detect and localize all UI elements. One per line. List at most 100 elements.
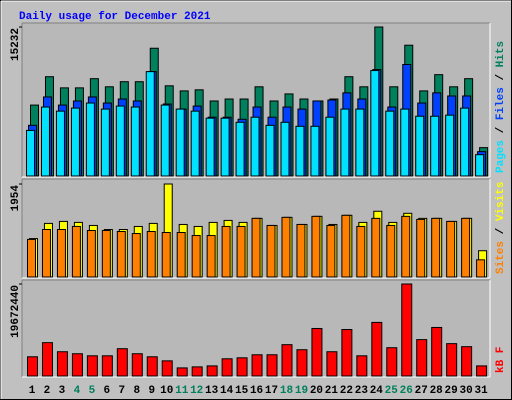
bar [460,107,470,177]
bar [341,329,353,377]
bar [191,366,203,377]
bar [55,110,65,177]
legend-separator: / [495,221,507,241]
x-tick-label: 7 [119,385,126,397]
x-tick-label: 18 [280,385,294,397]
bar [101,355,113,377]
bar [355,108,365,177]
bar [340,108,350,177]
bar [115,105,125,177]
bar [71,353,83,377]
bar [116,348,128,377]
bar [281,216,291,278]
bar [325,116,335,177]
bar [401,283,413,377]
x-tick-label: 13 [205,385,219,397]
bar [386,224,396,278]
bar [326,224,336,278]
x-tick-label: 27 [415,385,428,397]
x-tick-label: 26 [400,385,413,397]
x-tick-label: 22 [340,385,353,397]
bar [86,355,98,377]
x-tick-label: 10 [160,385,173,397]
bar [280,121,290,177]
bar [236,357,248,377]
bar [145,71,155,177]
bar [295,125,305,177]
bar [430,115,440,177]
bar [206,235,216,278]
bar [85,102,95,177]
bar [461,346,473,377]
bar [131,233,141,278]
bar [431,217,441,278]
bar [191,235,201,278]
x-tick-label: 4 [74,385,81,397]
x-tick-label: 17 [265,385,278,397]
bar [431,326,443,377]
x-tick-label: 3 [59,385,66,397]
bar [27,238,36,278]
bar [311,215,321,278]
bar [146,356,158,377]
bar [251,354,263,377]
bar [221,225,231,278]
x-tick-label: 21 [325,385,339,397]
legend-entry: Pages [495,140,507,173]
x-tick-label: 2 [44,385,51,397]
bar [370,70,380,177]
bar [401,215,411,278]
x-tick-label: 9 [148,385,155,397]
x-tick-label: 16 [250,385,263,397]
legend: Pages / Files / Hits [495,41,507,173]
bar [206,365,218,377]
bar [281,344,293,377]
bar [116,230,126,278]
bar [56,229,66,278]
bar [296,349,308,377]
legend: Sites / Visits [495,182,507,274]
x-tick-label: 29 [445,385,458,397]
x-tick-label: 6 [104,385,111,397]
x-tick-label: 24 [370,385,384,397]
x-tick-label: 8 [133,385,140,397]
x-tick-label: 15 [235,385,249,397]
legend-separator: / [495,67,507,87]
bar [476,365,488,377]
bar [371,217,381,278]
bar [461,217,471,278]
bar [160,104,170,177]
legend-separator: / [495,120,507,140]
x-tick-label: 20 [310,385,323,397]
bar [296,223,306,278]
bar [386,347,398,377]
x-tick-label: 30 [460,385,473,397]
bar [161,360,173,377]
bar [235,121,245,177]
x-tick-label: 12 [190,385,203,397]
legend: kB F [495,347,507,373]
bar [445,114,455,177]
x-tick-label: 5 [89,385,96,397]
x-tick-label: 31 [474,385,488,397]
bar [476,259,486,278]
bar [356,225,366,278]
bar [446,220,456,278]
legend-entry: Files [495,87,507,120]
bar [385,110,395,177]
bar [311,327,323,377]
legend-entry: Sites [495,241,507,274]
y-tick-label: 15232 [10,28,22,61]
bar [27,356,38,377]
bar [176,367,188,377]
legend-entry: Visits [495,182,507,222]
x-tick-label: 25 [385,385,399,397]
bar [416,339,428,377]
bar [310,125,320,177]
x-tick-label: 14 [220,385,234,397]
bar [326,351,338,377]
bar [266,354,278,377]
bar [40,106,50,177]
bar [251,217,261,278]
